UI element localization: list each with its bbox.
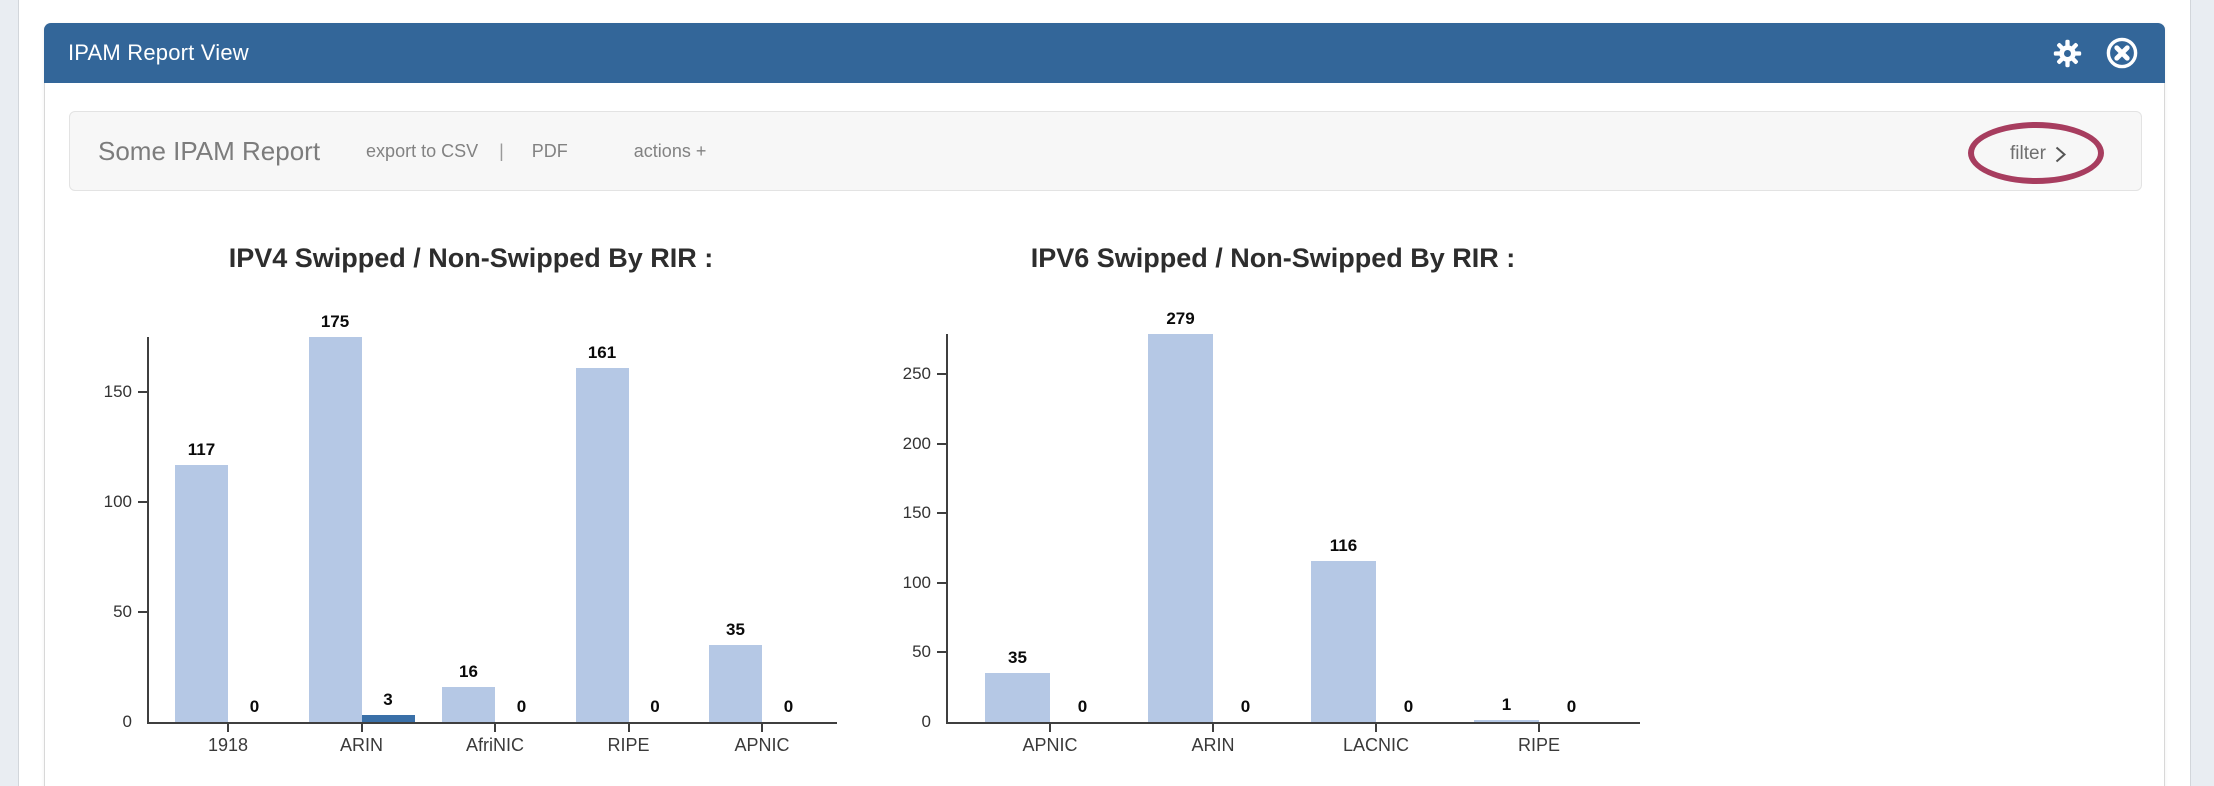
x-tick-label: AfriNIC: [466, 735, 524, 755]
bar-value-label: 0: [650, 697, 660, 716]
y-axis-line: [946, 334, 948, 722]
bar-value-label: 175: [320, 312, 350, 331]
x-tick-label: RIPE: [1517, 735, 1560, 755]
chart-title: IPV6 Swipped / Non-Swipped By RIR :: [1030, 243, 1516, 273]
bar-value-label: 116: [1329, 535, 1358, 555]
x-tick-mark: [227, 724, 229, 732]
y-tick-mark: [138, 611, 147, 613]
y-tick-label: 50: [113, 602, 132, 621]
bar-value-label: 0: [516, 697, 527, 716]
x-tick-mark: [1212, 724, 1214, 732]
y-tick-mark: [937, 581, 946, 584]
y-tick-label: 0: [921, 712, 931, 731]
settings-button[interactable]: [2052, 38, 2083, 69]
actions-menu-button[interactable]: actions +: [633, 140, 707, 161]
x-tick-mark: [761, 724, 763, 732]
x-tick-mark: [627, 724, 630, 732]
y-tick-label: 150: [902, 503, 931, 523]
bar-swipped-apnic: [985, 673, 1050, 722]
gear-icon: [2053, 39, 2082, 67]
x-tick-label: APNIC: [734, 735, 790, 755]
y-tick-label: 200: [902, 433, 931, 453]
bar-value-label: 0: [1566, 697, 1577, 716]
bar-value-label: 279: [1166, 309, 1195, 329]
x-tick-mark: [1538, 724, 1540, 732]
right-gutter: [2190, 0, 2214, 786]
export-csv-link[interactable]: export to CSV: [366, 140, 479, 161]
bar-swipped-apnic: [709, 645, 762, 722]
x-tick-mark: [360, 724, 363, 732]
y-tick-mark: [937, 373, 946, 376]
x-tick-label: LACNIC: [1342, 735, 1409, 755]
x-tick-label: ARIN: [1191, 735, 1235, 755]
ipam-report-panel: IPAM Report View: [44, 23, 2165, 786]
x-tick-label: APNIC: [1022, 735, 1078, 755]
bar-swipped-lacnic: [1311, 560, 1376, 722]
y-tick-mark: [138, 391, 147, 393]
bar-value-label: 0: [1403, 697, 1414, 716]
bar-value-label: 3: [383, 690, 393, 710]
x-tick-label: 1918: [207, 735, 249, 755]
bar-swipped-1918: [175, 464, 228, 722]
bar-swipped-ripe: [575, 367, 629, 722]
bar-swipped-afrinic: [442, 686, 495, 722]
x-tick-mark: [1049, 724, 1051, 732]
window-titlebar: IPAM Report View: [44, 23, 2165, 83]
y-tick-label: 100: [103, 492, 132, 511]
bar-value-label: 0: [1077, 697, 1088, 716]
y-tick-mark: [937, 651, 946, 654]
bar-non-swipped-arin: [361, 715, 415, 722]
bar-swipped-arin: [1148, 334, 1213, 722]
charts-area: IPV4 Swipped / Non-Swipped By RIR :0 50 10…: [45, 24, 2164, 786]
bar-swipped-arin: [308, 337, 362, 722]
y-tick-label: 0: [122, 712, 132, 731]
y-tick-label: 100: [902, 572, 931, 592]
bar-value-label: 16: [459, 661, 478, 681]
chart-title: IPV4 Swipped / Non-Swipped By RIR :: [228, 243, 714, 273]
y-tick-label: 250: [902, 364, 931, 384]
bar-value-label: 0: [1240, 697, 1251, 716]
y-axis-line: [147, 337, 149, 722]
filter-toggle[interactable]: filter: [2010, 142, 2067, 166]
report-title: Some IPAM Report: [98, 135, 321, 166]
bar-value-label: 35: [1008, 648, 1027, 668]
circled-x-icon: [2106, 37, 2138, 69]
x-tick-mark: [494, 724, 496, 732]
y-tick-label: 50: [912, 642, 931, 662]
chevron-right-icon: [2055, 146, 2066, 162]
bar-value-label: 161: [587, 342, 617, 362]
filter-label: filter: [2010, 143, 2046, 164]
x-tick-label: RIPE: [607, 735, 650, 755]
titlebar-actions: [2052, 36, 2139, 70]
y-tick-mark: [138, 501, 147, 503]
left-gutter: [0, 0, 19, 786]
export-pdf-link[interactable]: PDF: [531, 140, 568, 161]
y-tick-label: 150: [103, 382, 132, 401]
bar-value-label: 1: [1501, 695, 1512, 714]
y-tick-mark: [937, 512, 946, 515]
bar-value-label: 35: [726, 620, 745, 639]
window-title: IPAM Report View: [68, 40, 249, 65]
x-tick-mark: [1375, 724, 1377, 732]
toolbar-separator: |: [499, 140, 504, 161]
x-axis-line: [147, 722, 837, 724]
close-button[interactable]: [2105, 36, 2139, 70]
bar-value-label: 117: [187, 439, 216, 459]
bar-value-label: 0: [783, 697, 794, 716]
x-axis-line: [946, 722, 1640, 724]
bar-value-label: 0: [249, 697, 260, 716]
bar-swipped-ripe: [1474, 720, 1539, 722]
y-tick-mark: [937, 442, 946, 445]
x-tick-label: ARIN: [339, 735, 383, 755]
